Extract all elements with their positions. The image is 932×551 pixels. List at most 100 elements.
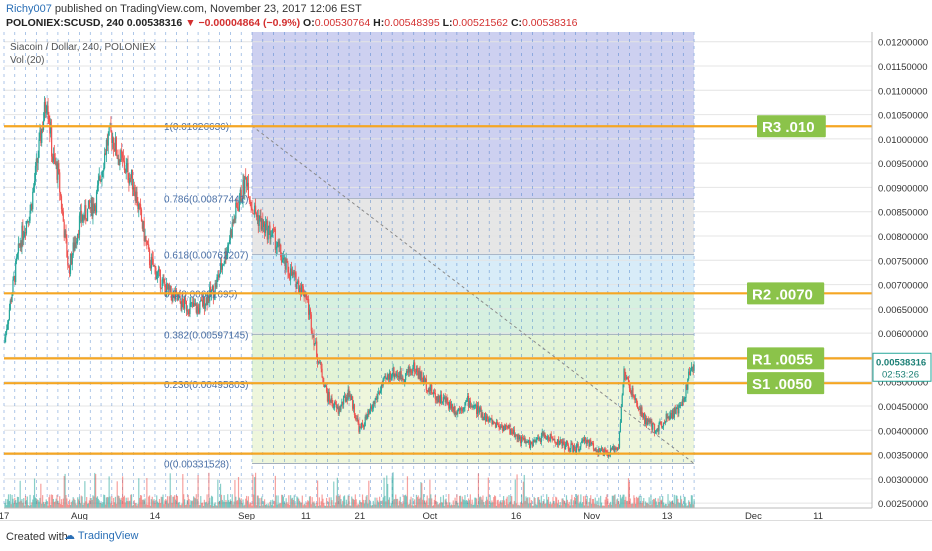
volume-bar bbox=[334, 502, 337, 508]
volume-bar bbox=[77, 499, 80, 508]
candle-body bbox=[556, 439, 559, 445]
volume-bar bbox=[591, 499, 594, 508]
candle-body bbox=[408, 366, 410, 373]
volume-bar bbox=[654, 497, 657, 508]
volume-bar bbox=[275, 495, 277, 508]
candle-body bbox=[57, 163, 59, 180]
tradingview-logo[interactable]: ☁ TradingView bbox=[64, 530, 139, 542]
candle-body bbox=[564, 444, 567, 450]
candle-body bbox=[605, 450, 607, 452]
volume-bar bbox=[282, 496, 285, 508]
time-tick-label: 17 bbox=[0, 511, 9, 520]
candle-body bbox=[529, 440, 531, 448]
candle-body bbox=[588, 442, 590, 447]
candle-body bbox=[184, 297, 187, 301]
level-badge: R2 .0070 bbox=[747, 282, 825, 305]
candle-body bbox=[187, 310, 189, 312]
volume-bar bbox=[95, 497, 98, 508]
candle-body bbox=[668, 417, 670, 420]
volume-bar bbox=[245, 498, 247, 508]
candle-body bbox=[664, 421, 666, 423]
volume-bar bbox=[267, 503, 269, 508]
candle-body bbox=[400, 371, 402, 379]
candle-body bbox=[51, 156, 54, 162]
candle-body bbox=[186, 310, 188, 312]
candle-body bbox=[151, 256, 153, 259]
candle-body bbox=[71, 255, 73, 265]
volume-bar bbox=[363, 503, 365, 508]
volume-bar bbox=[302, 505, 304, 508]
volume-bar bbox=[571, 494, 573, 508]
volume-bar bbox=[662, 496, 664, 508]
published-text: published on TradingView.com, November 2… bbox=[51, 3, 362, 15]
candle-body bbox=[82, 215, 84, 221]
close-label: C: bbox=[510, 17, 523, 29]
volume-bar bbox=[249, 502, 251, 508]
volume-bar bbox=[291, 497, 294, 508]
price-tick-label: 0.00450000 bbox=[878, 402, 928, 413]
candle-body bbox=[180, 302, 182, 310]
candle-body bbox=[68, 265, 70, 267]
candles-layer bbox=[4, 96, 695, 459]
candle-body bbox=[201, 299, 203, 301]
volume-bar bbox=[42, 501, 45, 508]
volume-bar bbox=[475, 497, 477, 508]
candle-body bbox=[498, 425, 500, 428]
candle-body bbox=[511, 429, 513, 432]
candle-body bbox=[568, 448, 570, 451]
axes-layer: 0.012000000.011500000.011000000.01050000… bbox=[0, 32, 932, 520]
volume-bar bbox=[221, 499, 223, 508]
candle-body bbox=[579, 446, 581, 450]
volume-bar bbox=[535, 503, 537, 508]
price-chart[interactable]: 1(0.01026636)0.786(0.00877441)0.618(0.00… bbox=[0, 32, 932, 520]
candle-body bbox=[341, 401, 343, 405]
candle-body bbox=[626, 377, 628, 380]
volume-bar bbox=[603, 505, 605, 508]
candle-body bbox=[461, 410, 463, 412]
volume-bar bbox=[16, 496, 19, 508]
volume-bar bbox=[174, 495, 176, 508]
volume-bar bbox=[446, 502, 448, 508]
candle-body bbox=[196, 306, 198, 313]
candle-body bbox=[130, 177, 132, 179]
volume-bar bbox=[647, 503, 649, 508]
volume-bar bbox=[570, 499, 572, 508]
volume-bar bbox=[545, 503, 547, 508]
volume-bar bbox=[55, 498, 57, 508]
volume-bar bbox=[40, 483, 42, 508]
volume-bar bbox=[315, 505, 317, 508]
volume-bar bbox=[182, 474, 184, 508]
volume-bar bbox=[540, 495, 542, 508]
volume-bar bbox=[631, 503, 633, 508]
volume-bar bbox=[139, 495, 142, 508]
volume-bar bbox=[263, 499, 266, 508]
candle-body bbox=[28, 220, 30, 223]
fib-level-label: 0(0.00331528) bbox=[164, 460, 229, 471]
candle-body bbox=[334, 402, 336, 408]
candle-body bbox=[370, 406, 373, 409]
candle-body bbox=[634, 397, 636, 400]
candle-body bbox=[573, 446, 575, 452]
candle-body bbox=[453, 406, 455, 412]
candle-body bbox=[478, 409, 480, 413]
candle-body bbox=[419, 370, 421, 381]
candle-body bbox=[627, 377, 630, 385]
candle-body bbox=[54, 158, 56, 165]
volume-bar bbox=[38, 501, 40, 508]
volume-bar bbox=[99, 502, 101, 508]
volume-bar bbox=[90, 498, 92, 508]
candle-body bbox=[192, 302, 194, 307]
candle-body bbox=[432, 393, 434, 395]
volume-bar bbox=[58, 503, 60, 508]
candle-body bbox=[505, 425, 507, 427]
volume-bar bbox=[295, 505, 297, 508]
price-tick-label: 0.00500000 bbox=[878, 378, 928, 389]
author-link[interactable]: Richy007 bbox=[6, 3, 52, 15]
candle-body bbox=[23, 236, 25, 240]
volume-bar bbox=[561, 498, 563, 508]
candle-body bbox=[299, 287, 301, 293]
volume-bar bbox=[166, 500, 168, 508]
time-tick-label: 21 bbox=[355, 511, 366, 520]
level-badge-bg bbox=[757, 115, 826, 138]
volume-bar bbox=[48, 497, 50, 508]
